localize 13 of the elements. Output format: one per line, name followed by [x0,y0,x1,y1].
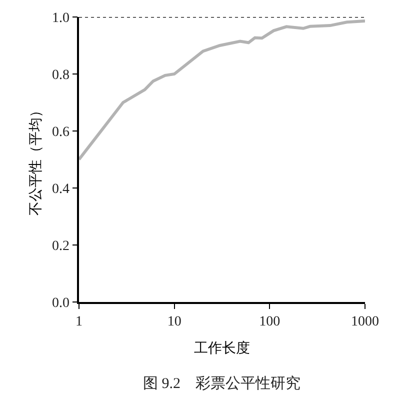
caption: 图 9.2 彩票公平性研究 [143,375,300,392]
x-tick-label: 10 [167,314,182,330]
y-tick-label: 0.2 [52,238,70,254]
y-tick-label: 0.4 [52,182,70,197]
y-tick-label: 1.0 [52,10,70,26]
x-axis-title: 工作长度 [194,340,250,356]
x-tick-label: 1 [76,314,82,330]
x-tick-label: 1000 [351,314,379,330]
y-tick-label: 0.6 [52,124,70,140]
x-tick-label: 100 [259,314,280,330]
y-tick-label: 0.8 [52,68,70,83]
y-tick-label: 0.0 [52,296,70,311]
y-axis-title: 不公平性（平均） [28,104,44,216]
